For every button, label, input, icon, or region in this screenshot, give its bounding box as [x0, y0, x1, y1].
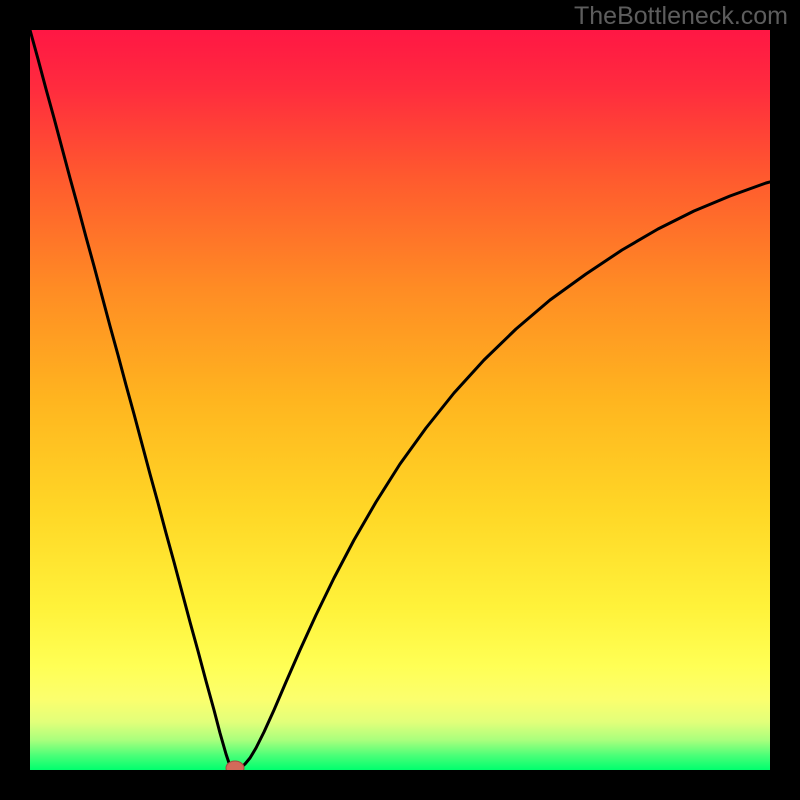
- chart-container: { "watermark": { "text": "TheBottleneck.…: [0, 0, 800, 800]
- gradient-background: [30, 30, 770, 770]
- plot-area: [30, 30, 770, 770]
- watermark-text: TheBottleneck.com: [574, 2, 788, 31]
